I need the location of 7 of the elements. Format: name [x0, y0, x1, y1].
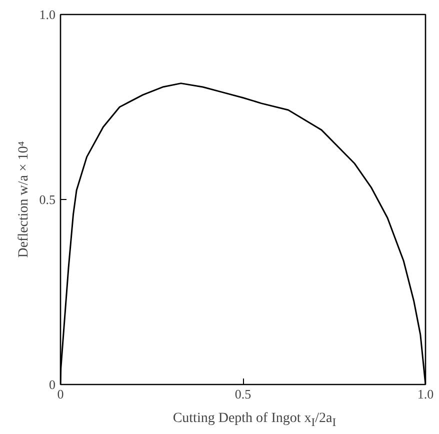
x-tick-label: 0.5: [234, 386, 252, 402]
x-tick-label: 1.0: [417, 386, 434, 402]
y-axis-title: Deflection w/a × 10⁴: [16, 141, 32, 258]
y-tick-label: 0.5: [39, 192, 56, 207]
x-axis-title: Cutting Depth of Ingot x$_{I}$/2a$_{I}$: [172, 410, 336, 431]
y-tick-label: 1.0: [39, 7, 56, 22]
y-tick-label: 0: [49, 377, 56, 392]
